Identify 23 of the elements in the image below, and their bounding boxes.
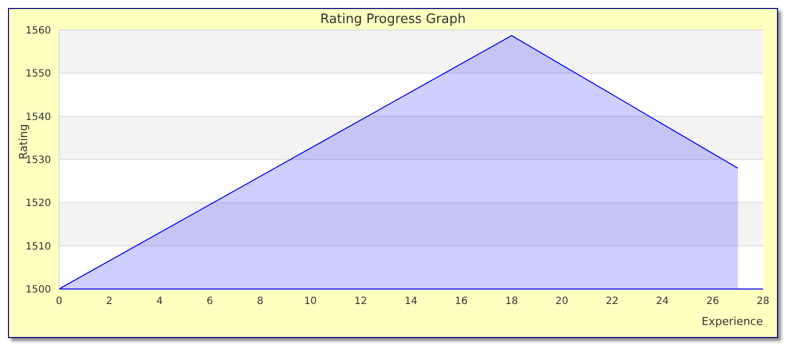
x-tick-label: 2 — [106, 296, 112, 308]
x-tick-label: 8 — [256, 296, 264, 308]
x-tick-label: 12 — [354, 296, 368, 308]
chart-title: Rating Progress Graph — [319, 12, 467, 27]
x-tick-label: 16 — [454, 296, 468, 308]
x-tick-label: 18 — [505, 296, 518, 308]
x-tick-label: 24 — [656, 296, 669, 308]
y-tick-label: 1550 — [26, 68, 51, 80]
y-tick-label: 1560 — [26, 26, 51, 37]
x-tick-label: 4 — [156, 296, 163, 308]
x-tick-label: 0 — [56, 296, 62, 308]
x-tick-label: 14 — [404, 296, 418, 308]
x-tick-label: 6 — [206, 296, 214, 308]
x-tick-label: 10 — [304, 296, 317, 308]
y-tick-label: 1510 — [26, 241, 51, 252]
x-tick-label: 20 — [555, 296, 568, 308]
x-tick-label: 26 — [706, 296, 720, 308]
y-tick-label: 1500 — [26, 284, 51, 296]
x-tick-label: 22 — [606, 296, 619, 308]
y-tick-label: 1540 — [26, 112, 51, 123]
x-axis-title: Experience — [702, 315, 764, 328]
x-tick-label: 28 — [756, 296, 770, 308]
y-tick-label: 1520 — [26, 198, 51, 210]
